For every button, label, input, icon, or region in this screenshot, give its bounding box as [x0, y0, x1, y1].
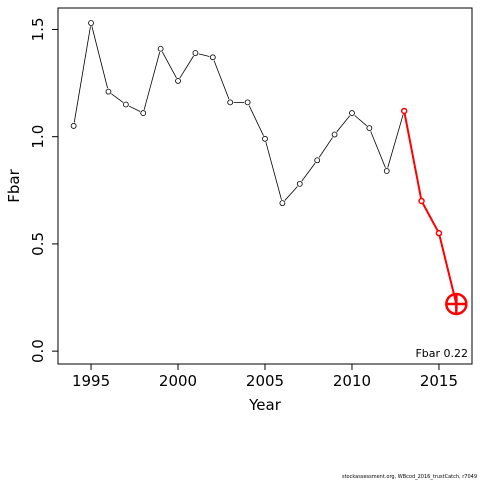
- historical-point: [192, 50, 199, 56]
- historical-point: [262, 135, 268, 142]
- plot-frame: [57, 7, 473, 365]
- historical-point: [331, 131, 338, 138]
- historical-point: [314, 157, 321, 164]
- historical-point: [157, 45, 164, 52]
- historical-line-segment: [143, 52, 161, 110]
- x-tick-label: 1995: [72, 372, 110, 390]
- footer-credit: stockassessment.org, WBcod_2016_trustCat…: [342, 474, 477, 480]
- historical-line-segment: [128, 105, 141, 112]
- historical-point: [296, 180, 303, 187]
- historical-line-segment: [301, 162, 316, 182]
- historical-line-segment: [265, 142, 282, 200]
- historical-line-segment: [213, 60, 230, 100]
- series-layer: [70, 20, 468, 316]
- historical-point: [209, 54, 216, 61]
- forecast-point: [418, 197, 425, 205]
- historical-line-segment: [73, 26, 91, 123]
- historical-point: [70, 123, 77, 129]
- historical-point: [349, 110, 355, 116]
- y-tick-label: 0.0: [29, 339, 47, 363]
- y-tick-label: 1.5: [29, 18, 47, 42]
- x-tick-label: 2010: [333, 372, 371, 390]
- historical-point: [122, 101, 129, 108]
- x-axis-title: Year: [248, 396, 282, 414]
- x-tick-label: 2015: [420, 372, 458, 390]
- historical-line-segment: [198, 53, 210, 57]
- historical-point: [140, 110, 147, 116]
- forecast-line: [403, 110, 458, 305]
- forecast-point: [400, 107, 408, 115]
- x-axis: 1995 2000 2005 2010 2015: [72, 364, 458, 390]
- historical-point: [279, 200, 286, 207]
- x-tick-label: 2005: [246, 372, 284, 390]
- historical-line-segment: [248, 105, 264, 136]
- historical-line-segment: [91, 26, 108, 89]
- y-tick-label: 1.0: [29, 125, 47, 149]
- historical-line-segment: [387, 114, 404, 168]
- historical-point: [366, 125, 373, 131]
- historical-line-segment: [370, 131, 386, 168]
- forecast-point: [435, 229, 443, 237]
- historical-point: [244, 99, 251, 106]
- historical-point: [383, 168, 390, 174]
- x-tick-label: 2000: [159, 372, 197, 390]
- y-tick-label: 0.5: [29, 232, 47, 256]
- historical-line-segment: [284, 186, 298, 201]
- historical-line-segment: [179, 55, 194, 79]
- fbar-annotation: Fbar 0.22: [415, 347, 468, 360]
- y-axis: 0.0 0.5 1.0 1.5: [29, 18, 58, 363]
- historical-point: [88, 20, 94, 26]
- historical-line-segment: [161, 51, 177, 79]
- historical-point: [227, 99, 234, 106]
- historical-point: [175, 78, 181, 84]
- y-axis-title: Fbar: [5, 168, 23, 202]
- historical-line-segment: [354, 115, 367, 127]
- historical-point: [105, 88, 112, 95]
- historical-line-segment: [318, 137, 333, 158]
- historical-line-segment: [336, 115, 351, 133]
- historical-line-segment: [111, 93, 124, 103]
